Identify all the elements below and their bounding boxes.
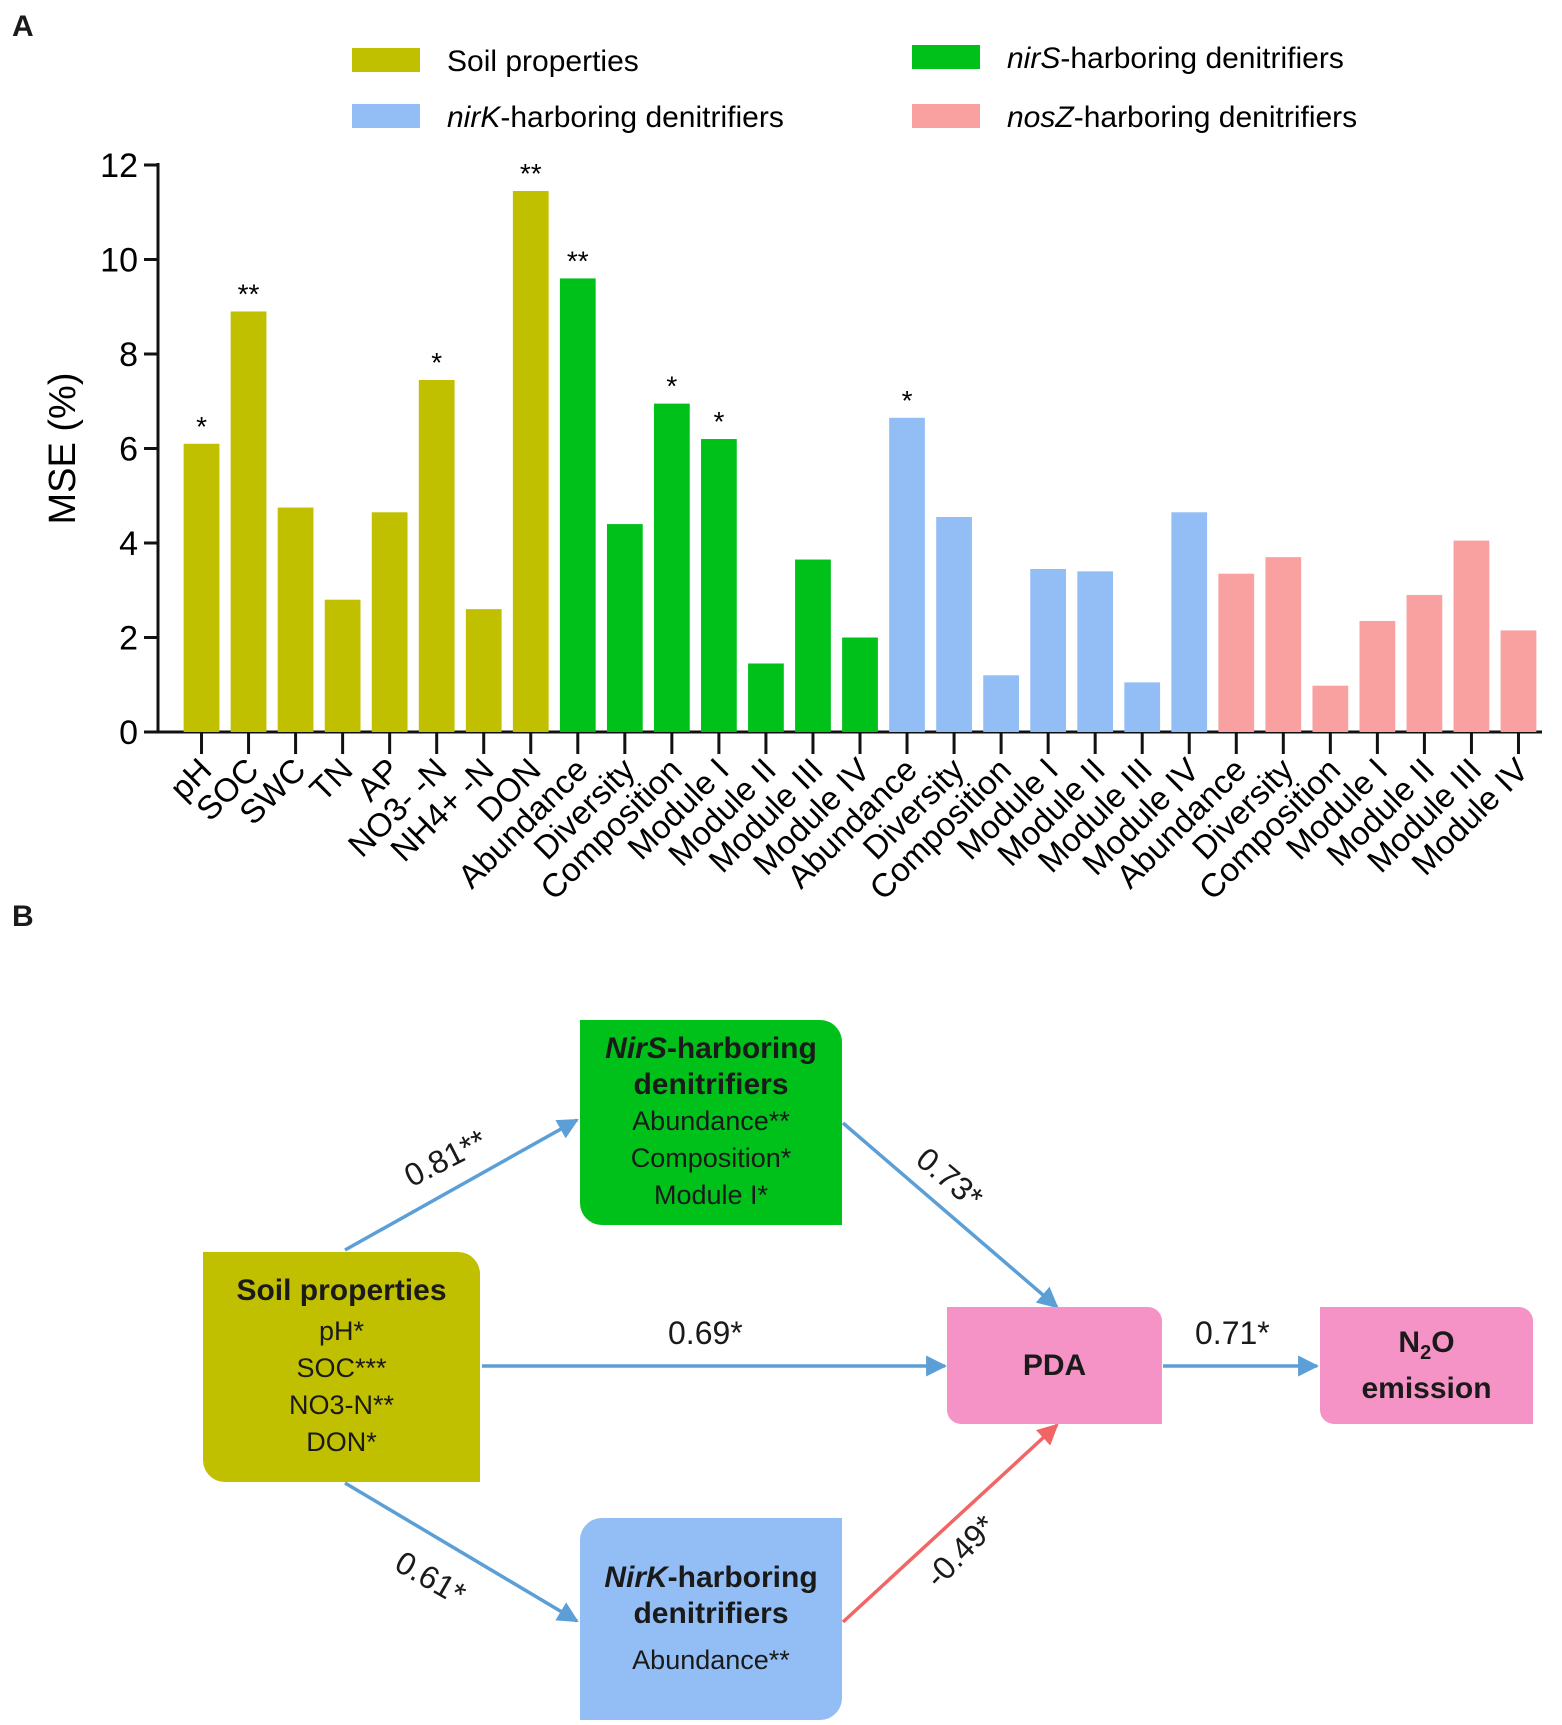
- legend-label-nosZ: nosZ-harboring denitrifiers: [1007, 101, 1357, 134]
- legend-italic-part: nosZ: [1007, 101, 1075, 134]
- node-nirK-title-line2: denitrifiers: [633, 1596, 789, 1630]
- node-soil-title: Soil properties: [236, 1274, 447, 1307]
- legend-label-soil: Soil properties: [447, 45, 639, 78]
- node-nirK-title-rest: -harboring: [667, 1560, 818, 1594]
- y-tick-label: 8: [119, 336, 138, 374]
- significance-marker: *: [902, 385, 913, 416]
- bar-soil: [418, 379, 455, 732]
- bar-soil: [512, 190, 549, 733]
- panel-b-label: B: [12, 900, 34, 933]
- bar-nirK: [1124, 682, 1161, 732]
- bar-soil: [324, 599, 361, 732]
- panel-a-label: A: [12, 10, 34, 43]
- legend-rest-part: -harboring denitrifiers: [1074, 101, 1357, 134]
- node-nirS-item: Composition*: [630, 1143, 792, 1173]
- bar-nirK: [1030, 568, 1067, 732]
- bar-nirK: [1171, 512, 1208, 732]
- node-n2o-sub: 2: [1420, 1341, 1432, 1364]
- bar-nosZ: [1312, 685, 1349, 732]
- arrow-nirK-to-pda: [841, 1423, 1059, 1624]
- legend-label-nirS: nirS-harboring denitrifiers: [1007, 42, 1344, 75]
- significance-marker: **: [520, 158, 542, 189]
- bar-nosZ: [1218, 573, 1255, 732]
- node-nirK-title-italic: NirK: [604, 1560, 668, 1594]
- node-pda: PDA: [947, 1307, 1162, 1424]
- y-tick-label: 12: [100, 147, 138, 185]
- legend-swatch-soil: [352, 48, 420, 72]
- bar-soil: [230, 311, 267, 732]
- bar-nosZ: [1359, 620, 1396, 732]
- y-tick-label: 2: [119, 620, 138, 658]
- bar-nirS: [559, 278, 596, 732]
- node-nirK-item: Abundance**: [632, 1644, 790, 1675]
- node-nirS-item: Module I*: [653, 1180, 769, 1210]
- bar-nirS: [795, 559, 831, 732]
- bar-nirS: [701, 439, 737, 732]
- legend-rest-part: -harboring denitrifiers: [1060, 42, 1343, 75]
- y-tick-label: 4: [119, 525, 138, 563]
- bar-nosZ: [1453, 540, 1490, 732]
- significance-marker: *: [666, 371, 677, 402]
- node-nirK-denitrifiers: NirK-harboring denitrifiers Abundance**: [580, 1518, 842, 1720]
- y-tick-label: 6: [119, 431, 138, 469]
- node-soil-item: SOC***: [296, 1353, 387, 1383]
- node-soil-item: NO3-N**: [288, 1390, 395, 1420]
- bar-nirK: [1077, 571, 1114, 732]
- node-nirS-title-italic: NirS: [605, 1032, 667, 1065]
- node-nirS-item: Abundance**: [632, 1106, 790, 1136]
- edge-label-pda-n2o: 0.71*: [1195, 1315, 1270, 1351]
- node-n2o-emission: N2O emission: [1320, 1307, 1533, 1424]
- bar-nirK: [936, 517, 972, 732]
- significance-marker: *: [713, 406, 724, 437]
- bar-nosZ: [1406, 594, 1443, 732]
- bar-nosZ: [1500, 630, 1537, 732]
- significance-marker: **: [567, 245, 589, 276]
- legend-label-nirK: nirK-harboring denitrifiers: [447, 101, 784, 134]
- bar-nirK: [983, 675, 1019, 732]
- node-n2o-line2: emission: [1361, 1371, 1492, 1405]
- node-nirS-denitrifiers: NirS-harboring denitrifiers Abundance** …: [580, 1020, 842, 1225]
- bar-soil: [371, 512, 408, 732]
- bar-soil: [183, 443, 220, 732]
- bar-nirS: [842, 637, 878, 732]
- y-tick-label: 10: [100, 242, 138, 280]
- y-axis-title: MSE (%): [42, 373, 84, 525]
- bar-nosZ: [1265, 557, 1302, 732]
- y-tick-label: 0: [119, 714, 138, 752]
- node-soil-item: pH*: [318, 1316, 365, 1346]
- legend-italic-part: nirK: [447, 101, 502, 134]
- bar-soil: [277, 507, 314, 732]
- node-n2o-o: O: [1431, 1325, 1455, 1359]
- legend-swatch-nirS: [912, 45, 980, 69]
- bar-nirS: [653, 403, 690, 732]
- node-nirS-title-rest: -harboring: [666, 1032, 817, 1065]
- arrow-nirS-to-pda: [841, 1121, 1059, 1309]
- node-soil-properties: Soil properties pH* SOC*** NO3-N** DON*: [203, 1252, 480, 1482]
- arrow-soil-to-nirK: [344, 1481, 579, 1623]
- node-pda-title: PDA: [1022, 1348, 1087, 1382]
- significance-marker: *: [196, 411, 207, 442]
- bar-nirK: [889, 417, 925, 732]
- node-soil-item: DON*: [306, 1427, 377, 1457]
- node-nirS-title-line2: denitrifiers: [633, 1068, 789, 1101]
- bar-nirS: [606, 524, 643, 732]
- legend-swatch-nirK: [352, 104, 420, 128]
- significance-marker: *: [431, 347, 442, 378]
- bar-nirS: [748, 663, 784, 732]
- significance-marker: **: [238, 278, 260, 309]
- edge-label-soil-pda: 0.69*: [668, 1315, 743, 1351]
- legend-italic-part: nirS: [1007, 42, 1060, 75]
- node-n2o-n: N: [1398, 1325, 1421, 1359]
- arrow-soil-to-nirS: [344, 1118, 579, 1252]
- bar-soil: [465, 609, 502, 732]
- legend-swatch-nosZ: [912, 104, 980, 128]
- legend-rest-part: -harboring denitrifiers: [500, 101, 783, 134]
